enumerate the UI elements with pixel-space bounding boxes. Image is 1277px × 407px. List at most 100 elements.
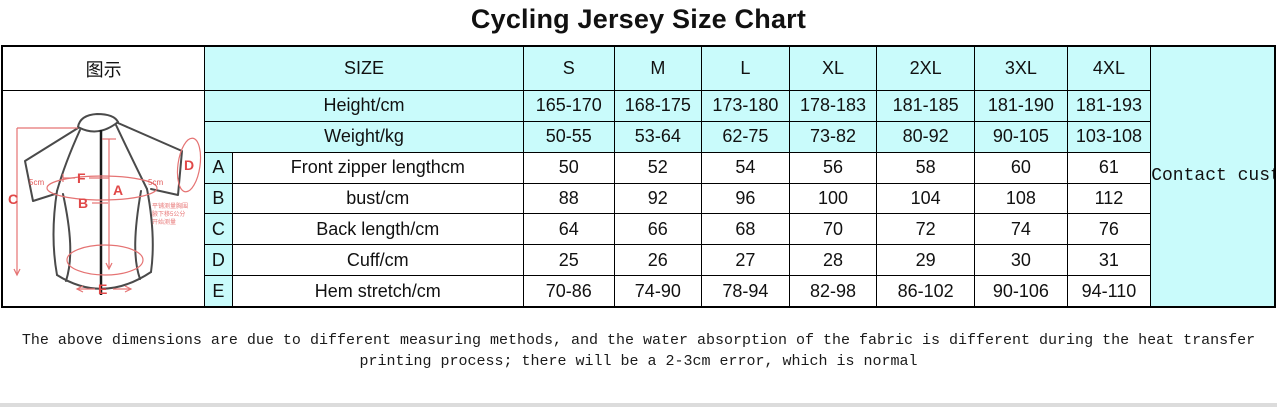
height-value-2xl: 181-185 bbox=[876, 90, 976, 122]
row-d-value-xl: 28 bbox=[788, 244, 878, 277]
col-header-2xl: 2XL bbox=[876, 45, 976, 91]
row-b-label: bust/cm bbox=[231, 182, 524, 215]
col-header-l: L bbox=[701, 45, 790, 91]
size-header-cell: SIZE bbox=[204, 45, 524, 91]
cm-label-right: 5cm bbox=[148, 178, 163, 187]
col-header-s: S bbox=[522, 45, 615, 91]
row-e-hem-stretch: E Hem stretch/cm 70-86 74-90 78-94 82-98… bbox=[2, 275, 1275, 308]
row-c-value-s: 64 bbox=[522, 213, 615, 246]
row-letter-e: E bbox=[204, 275, 233, 308]
weight-row-label: Weight/kg bbox=[204, 120, 524, 153]
page-title: Cycling Jersey Size Chart bbox=[470, 4, 807, 34]
row-e-value-xl: 82-98 bbox=[788, 275, 878, 308]
height-row: C A B F D E 5cm 5cm 平铺测量胸围 腋下移5公分 开始测量 H… bbox=[1, 90, 1275, 308]
row-a-value-2xl: 58 bbox=[876, 151, 976, 184]
jersey-illustration-cell: C A B F D E 5cm 5cm 平铺测量胸围 腋下移5公分 开始测量 bbox=[1, 90, 206, 308]
row-letter-a: A bbox=[204, 151, 233, 184]
row-b-value-3xl: 108 bbox=[974, 182, 1068, 215]
measure-letter-a: A bbox=[113, 182, 123, 198]
col-header-4xl: 4XL bbox=[1066, 45, 1152, 91]
row-e-value-2xl: 86-102 bbox=[876, 275, 976, 308]
row-a-value-m: 52 bbox=[613, 151, 703, 184]
cn-measure-note-1: 平铺测量胸围 bbox=[152, 202, 188, 210]
row-b-value-l: 96 bbox=[701, 182, 790, 215]
weight-value-xl: 73-82 bbox=[788, 120, 878, 153]
row-c-value-l: 68 bbox=[701, 213, 790, 246]
row-d-value-s: 25 bbox=[522, 244, 615, 277]
bottom-divider-bar bbox=[0, 403, 1277, 407]
row-c-value-3xl: 74 bbox=[974, 213, 1068, 246]
weight-value-l: 62-75 bbox=[701, 120, 790, 153]
illustration-header-cell: 图示 bbox=[1, 45, 206, 91]
weight-value-2xl: 80-92 bbox=[876, 120, 976, 153]
height-value-3xl: 181-190 bbox=[974, 90, 1068, 122]
row-letter-d: D bbox=[204, 244, 233, 277]
measure-letter-e: E bbox=[98, 281, 107, 297]
weight-value-4xl: 103-108 bbox=[1066, 120, 1152, 153]
col-header-m: M bbox=[613, 45, 703, 91]
row-d-value-4xl: 31 bbox=[1066, 244, 1152, 277]
row-d-value-m: 26 bbox=[613, 244, 703, 277]
weight-value-3xl: 90-105 bbox=[974, 120, 1068, 153]
weight-value-s: 50-55 bbox=[522, 120, 615, 153]
size-chart-table: 图示 SIZE S M L XL 2XL 3XL 4XL Contact cus… bbox=[1, 45, 1276, 308]
row-a-front-zipper: A Front zipper lengthcm 50 52 54 56 58 6… bbox=[2, 151, 1275, 184]
row-b-value-s: 88 bbox=[522, 182, 615, 215]
height-value-m: 168-175 bbox=[613, 90, 703, 122]
row-a-value-l: 54 bbox=[701, 151, 790, 184]
col-header-3xl: 3XL bbox=[974, 45, 1068, 91]
row-b-value-4xl: 112 bbox=[1066, 182, 1152, 215]
height-value-xl: 178-183 bbox=[788, 90, 878, 122]
row-b-value-2xl: 104 bbox=[876, 182, 976, 215]
weight-value-m: 53-64 bbox=[613, 120, 703, 153]
cm-label-left: 5cm bbox=[29, 178, 44, 187]
height-row-label: Height/cm bbox=[204, 90, 524, 122]
row-b-bust: B bust/cm 88 92 96 100 104 108 112 bbox=[2, 182, 1275, 215]
row-c-value-4xl: 76 bbox=[1066, 213, 1152, 246]
row-e-value-3xl: 90-106 bbox=[974, 275, 1068, 308]
row-d-value-3xl: 30 bbox=[974, 244, 1068, 277]
row-a-value-3xl: 60 bbox=[974, 151, 1068, 184]
row-c-label: Back length/cm bbox=[231, 213, 524, 246]
height-value-l: 173-180 bbox=[701, 90, 790, 122]
row-b-value-m: 92 bbox=[613, 182, 703, 215]
jersey-diagram: C A B F D E 5cm 5cm 平铺测量胸围 腋下移5公分 开始测量 bbox=[8, 113, 202, 297]
row-a-label: Front zipper lengthcm bbox=[231, 151, 524, 184]
row-e-value-s: 70-86 bbox=[522, 275, 615, 308]
measure-lines bbox=[13, 127, 202, 293]
row-c-back-length: C Back length/cm 64 66 68 70 72 74 76 bbox=[2, 213, 1275, 246]
row-a-value-4xl: 61 bbox=[1066, 151, 1152, 184]
contact-note-cell: Contact customer service for larger size… bbox=[1150, 45, 1276, 308]
measure-letter-f: F bbox=[77, 170, 86, 186]
cn-measure-note-2: 腋下移5公分 bbox=[152, 210, 185, 218]
weight-row: Weight/kg 50-55 53-64 62-75 73-82 80-92 … bbox=[2, 120, 1275, 153]
row-e-label: Hem stretch/cm bbox=[231, 275, 524, 308]
row-d-value-l: 27 bbox=[701, 244, 790, 277]
row-d-value-2xl: 29 bbox=[876, 244, 976, 277]
row-e-value-l: 78-94 bbox=[701, 275, 790, 308]
footer-note: The above dimensions are due to differen… bbox=[0, 330, 1277, 372]
cn-measure-note-3: 开始测量 bbox=[152, 218, 176, 226]
row-letter-c: C bbox=[204, 213, 233, 246]
row-c-value-2xl: 72 bbox=[876, 213, 976, 246]
row-d-label: Cuff/cm bbox=[231, 244, 524, 277]
row-a-value-s: 50 bbox=[522, 151, 615, 184]
table-header-row: 图示 SIZE S M L XL 2XL 3XL 4XL Contact cus… bbox=[1, 45, 1276, 308]
measure-letter-c: C bbox=[8, 191, 18, 207]
measure-letter-b: B bbox=[78, 195, 88, 211]
measure-letter-d: D bbox=[184, 157, 194, 173]
row-d-cuff: D Cuff/cm 25 26 27 28 29 30 31 bbox=[2, 244, 1275, 277]
jersey-outline bbox=[24, 113, 184, 290]
col-header-xl: XL bbox=[788, 45, 878, 91]
row-letter-b: B bbox=[204, 182, 233, 215]
footer-note-line2: printing process; there will be a 2-3cm … bbox=[359, 353, 918, 370]
row-c-value-m: 66 bbox=[613, 213, 703, 246]
row-b-value-xl: 100 bbox=[788, 182, 878, 215]
row-c-value-xl: 70 bbox=[788, 213, 878, 246]
row-e-value-m: 74-90 bbox=[613, 275, 703, 308]
height-value-s: 165-170 bbox=[522, 90, 615, 122]
row-e-value-4xl: 94-110 bbox=[1066, 275, 1152, 308]
footer-note-line1: The above dimensions are due to differen… bbox=[21, 332, 1256, 349]
height-value-4xl: 181-193 bbox=[1066, 90, 1152, 122]
